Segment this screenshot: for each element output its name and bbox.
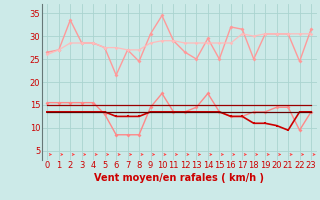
X-axis label: Vent moyen/en rafales ( km/h ): Vent moyen/en rafales ( km/h ) (94, 173, 264, 183)
